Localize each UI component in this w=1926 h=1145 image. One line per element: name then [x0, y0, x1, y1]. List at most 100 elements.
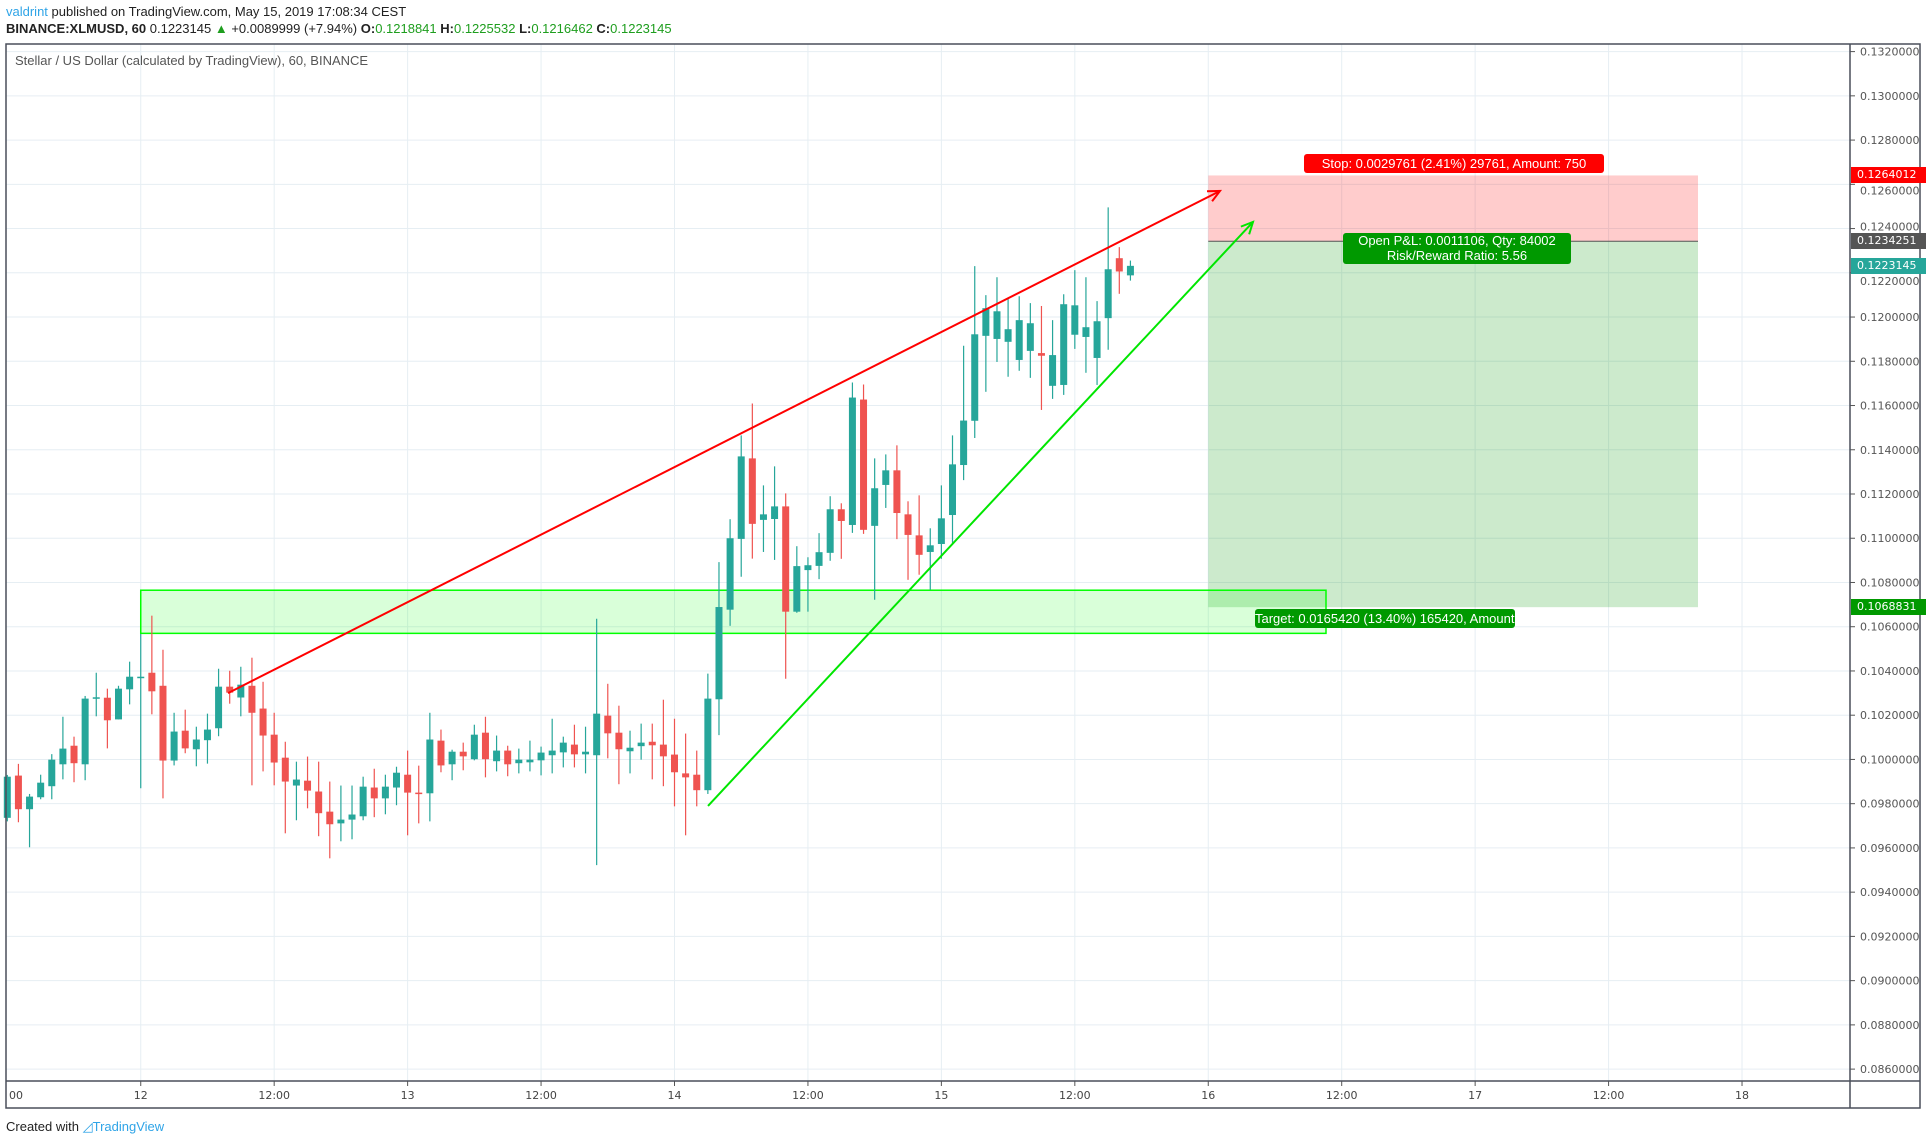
candle [115, 685, 122, 720]
price-tick-label: 0.1160000 [1860, 400, 1920, 413]
candle-body [148, 672, 156, 692]
candle [159, 649, 167, 799]
candle-body [604, 715, 612, 734]
drawings-back [139, 175, 1698, 635]
candle-body [348, 814, 356, 820]
candle-body [671, 754, 678, 773]
candle-body [815, 552, 823, 566]
candle-body [281, 757, 289, 782]
created-with-text: Created with [6, 1119, 79, 1134]
candle [92, 672, 100, 717]
candle-body [81, 698, 89, 765]
candle [1060, 294, 1068, 395]
entry-price-badge: 0.1234251 [1851, 233, 1926, 250]
candle-body [415, 792, 423, 795]
candle-body [559, 742, 567, 753]
last-price-badge: 0.1223145 [1851, 257, 1926, 274]
price-tick-label: 0.1060000 [1860, 621, 1920, 634]
candle-body [459, 751, 467, 757]
stop-label: Stop: 0.0029761 (2.41%) 29761, Amount: 7… [1304, 154, 1604, 173]
candle [949, 435, 956, 543]
time-tick-label: 16 [1201, 1089, 1215, 1102]
tradingview-link[interactable]: TradingView [92, 1119, 165, 1134]
candle [170, 712, 178, 766]
candle-body [393, 772, 400, 788]
candle-body [92, 697, 100, 699]
drawings-front [227, 189, 1255, 807]
candle [570, 724, 578, 768]
candle [304, 756, 312, 809]
candle-body [582, 751, 590, 755]
target-price-badge: 0.1068831 [1851, 599, 1926, 616]
time-tick-label: 12 [134, 1089, 148, 1102]
price-tick-label: 0.1140000 [1860, 444, 1920, 457]
candle-body [837, 509, 845, 521]
candle [415, 765, 423, 824]
price-tick-label: 0.1120000 [1860, 488, 1920, 501]
candle [59, 716, 67, 780]
candle [148, 615, 156, 715]
candle-body [682, 773, 690, 778]
candle [404, 750, 412, 836]
candle-body [615, 732, 623, 750]
time-tick-label: 12:00 [1593, 1089, 1625, 1102]
candle-body [1093, 321, 1101, 358]
candle [1115, 247, 1123, 294]
high-label: H: [440, 21, 454, 36]
footer: Created with ◿TradingView [6, 1119, 164, 1135]
candle-body [593, 713, 601, 756]
candle-body [737, 456, 745, 539]
candle-body [1015, 320, 1023, 360]
candle [826, 496, 834, 561]
candle [871, 458, 879, 600]
candle [904, 501, 912, 580]
candle-body [915, 535, 923, 555]
time-tick-label: 14 [668, 1089, 682, 1102]
candle-body [470, 734, 478, 760]
candle [804, 557, 812, 612]
price-tick-label: 0.1200000 [1860, 311, 1920, 324]
candle-body [1026, 323, 1034, 351]
candle [615, 705, 623, 785]
candle-body [659, 744, 667, 757]
candle-body [37, 782, 45, 798]
candle [381, 774, 389, 815]
candle [1049, 320, 1057, 399]
tradingview-logo-icon[interactable]: ◿ [82, 1119, 93, 1134]
candle [326, 781, 334, 859]
arrowhead-icon [1240, 220, 1255, 235]
candle-body [826, 509, 834, 553]
time-tick-label: 12:00 [1326, 1089, 1358, 1102]
candle [337, 785, 345, 842]
candle-body [860, 399, 868, 530]
candle [926, 528, 934, 590]
candle [359, 776, 367, 821]
candle [582, 726, 590, 774]
candle [1026, 303, 1034, 378]
candle-body [493, 750, 501, 762]
candle [726, 519, 734, 626]
candle-body [203, 729, 211, 741]
candle-body [70, 745, 78, 764]
candle [315, 761, 323, 837]
price-tick-label: 0.0920000 [1860, 930, 1920, 943]
time-tick-label: 13 [401, 1089, 415, 1102]
candle-body [337, 819, 345, 824]
candle-body [115, 688, 122, 720]
axes: 0.1320000 0.1300000 0.1280000 0.1260000 0.12… [5, 43, 1921, 1109]
candle [426, 712, 434, 822]
candle-body [170, 731, 178, 761]
candle-body [704, 698, 712, 791]
upper-trend-arrow-line [227, 190, 1221, 694]
author-link[interactable]: valdrint [6, 4, 48, 19]
candle-body [315, 791, 323, 814]
candle-body [782, 506, 790, 612]
price-tick-label: 0.0980000 [1860, 798, 1920, 811]
candle-body [181, 730, 189, 749]
candle [693, 750, 701, 807]
low-value: 0.1216462 [531, 21, 593, 36]
candle-body [370, 787, 378, 799]
time-tick-label: 12:00 [258, 1089, 290, 1102]
candle [192, 726, 200, 767]
